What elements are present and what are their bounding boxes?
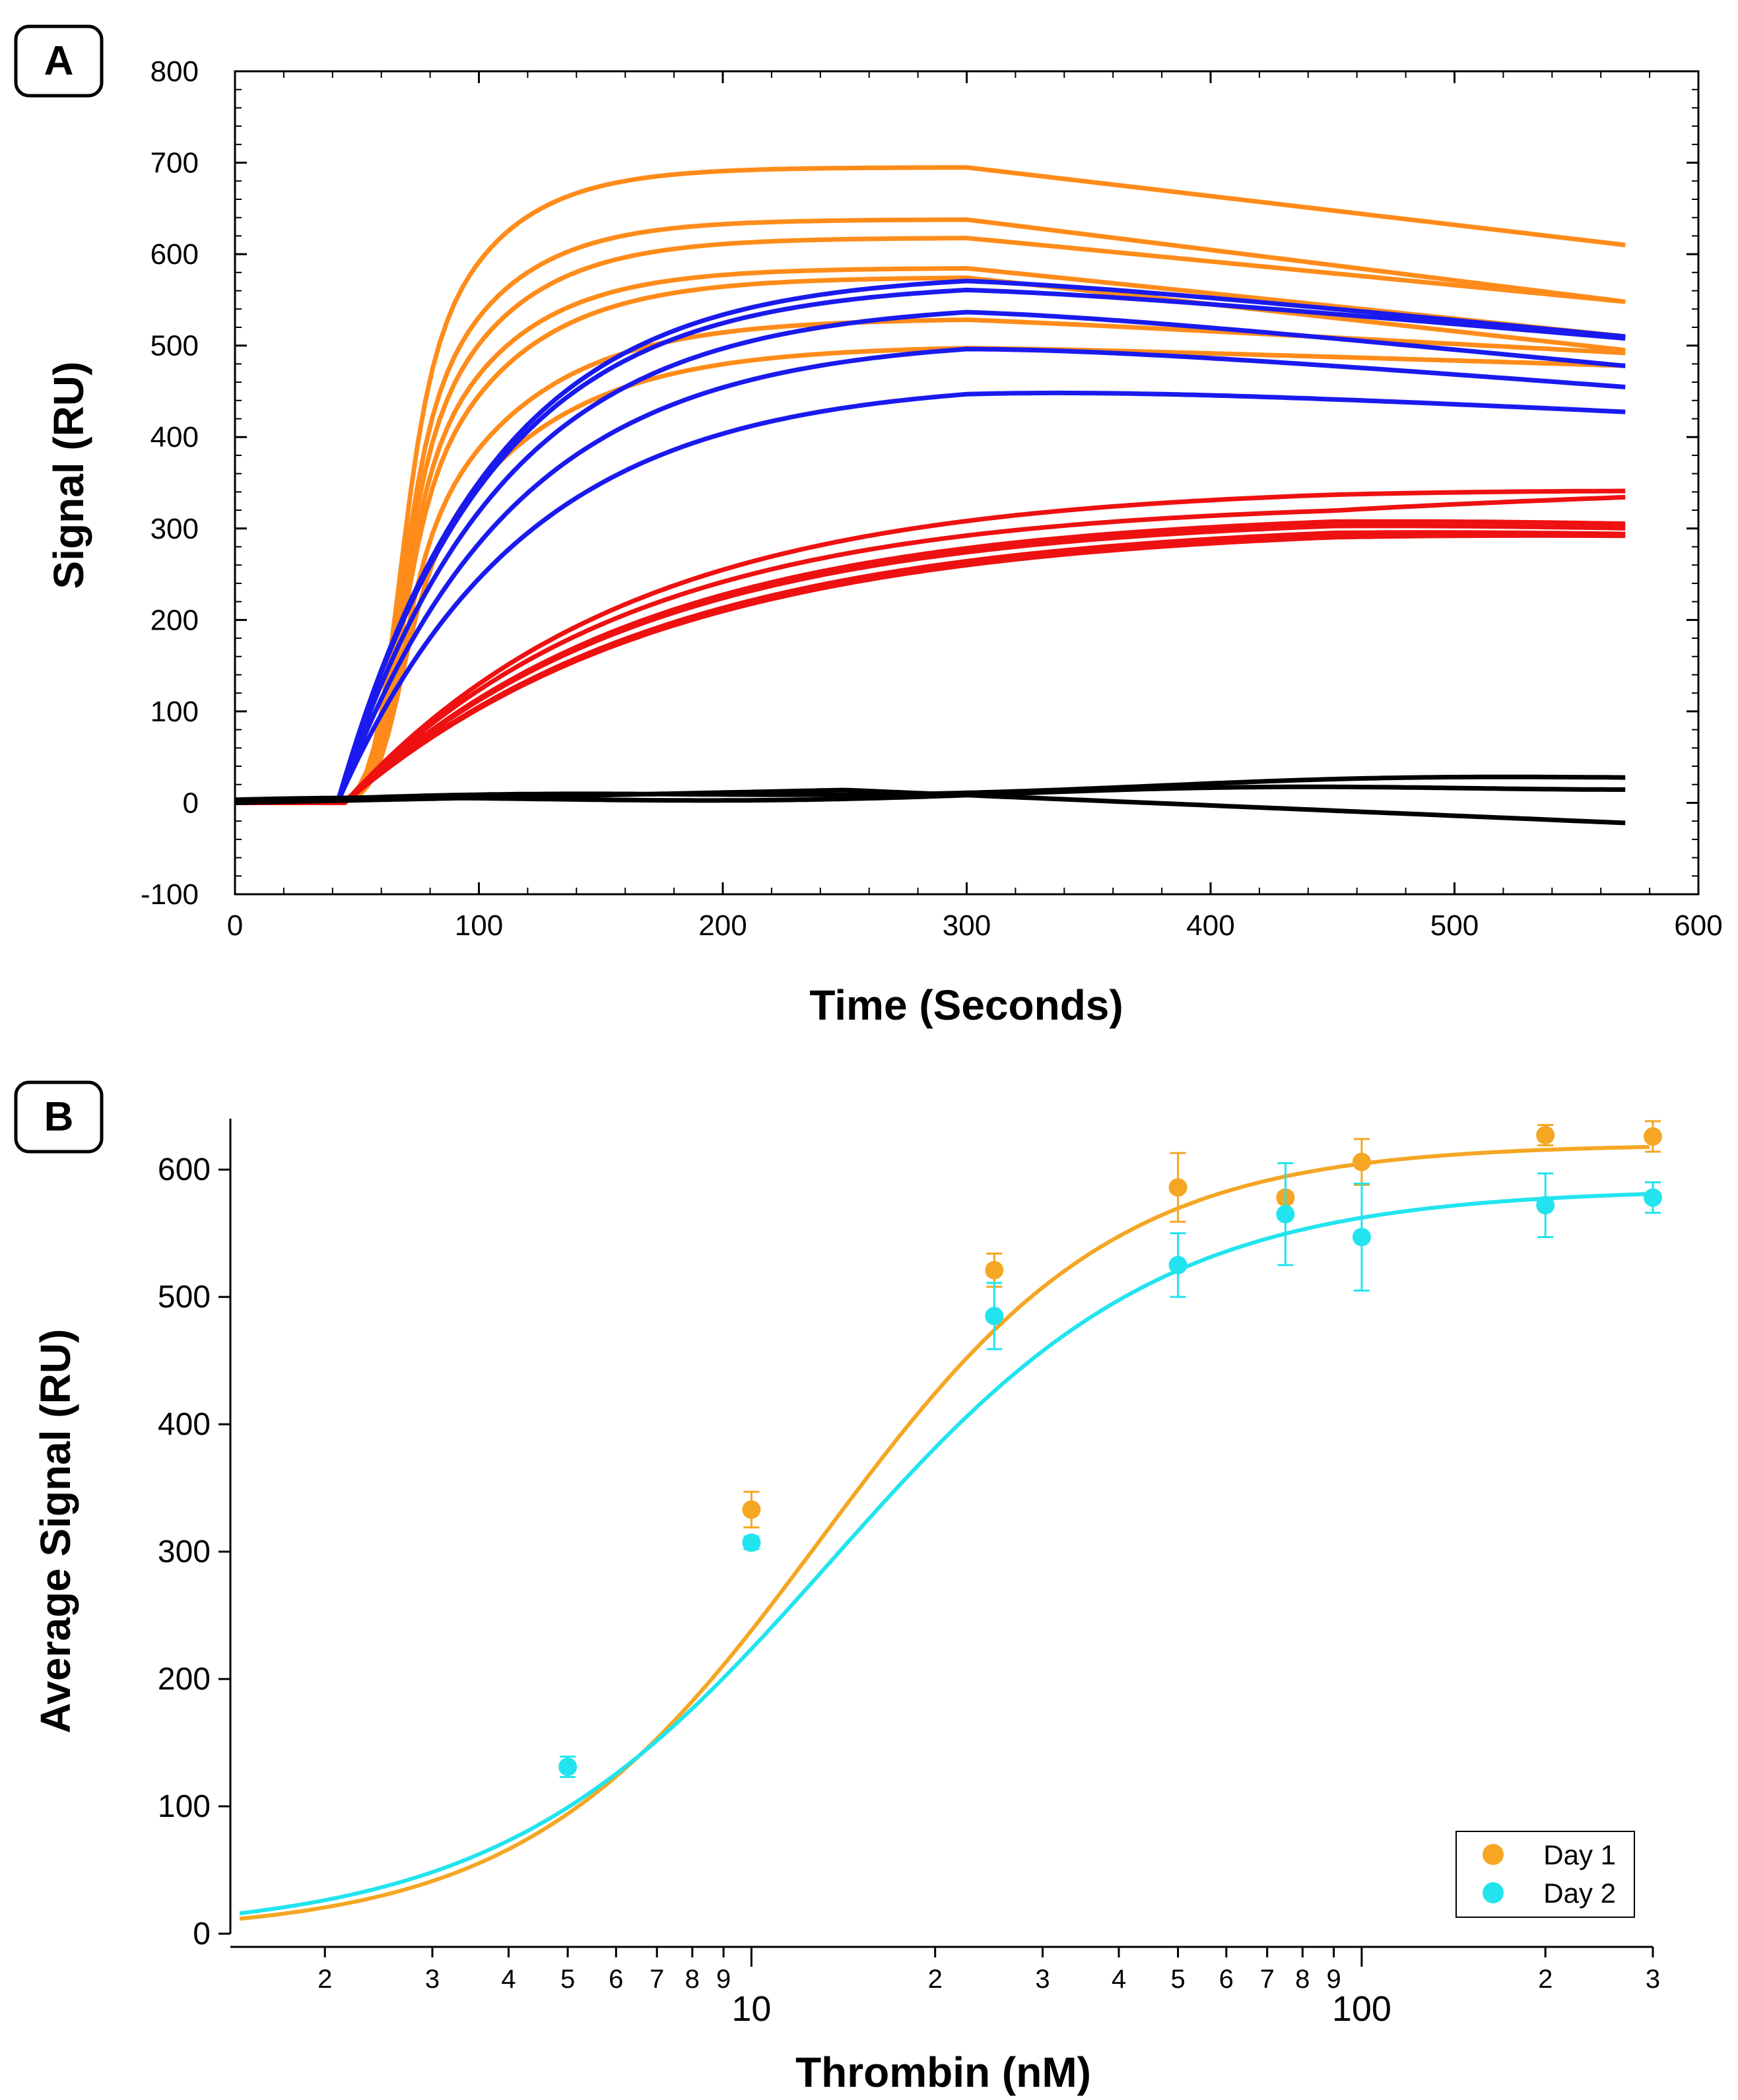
panel-b-series bbox=[239, 1120, 1662, 1921]
day-1-data-point bbox=[742, 1500, 761, 1519]
panel-a-ticks: 0 100 200 300 400 500 600 -100 0 100 200 300 400 500 6… bbox=[141, 55, 1723, 942]
day-2-data-point bbox=[1352, 1228, 1371, 1247]
a-y-tick-label: 500 bbox=[150, 330, 199, 362]
b-y-tick-label: 400 bbox=[158, 1407, 211, 1442]
day-2-data-point bbox=[1536, 1196, 1555, 1215]
day-1-fit-curve bbox=[239, 1144, 1650, 1921]
a-x-tick-label: 0 bbox=[227, 909, 243, 942]
blue-trace-4 bbox=[235, 346, 1626, 805]
b-y-tick-label: 0 bbox=[193, 1917, 211, 1952]
b-x-minor-tick-label: 9 bbox=[716, 1965, 731, 1994]
b-x-minor-tick-label: 9 bbox=[1326, 1965, 1341, 1994]
legend-label-day-1: Day 1 bbox=[1543, 1839, 1616, 1870]
red-trace-1 bbox=[235, 488, 1626, 805]
panel-a-series bbox=[234, 165, 1626, 826]
orange-trace-3 bbox=[235, 236, 1626, 805]
panel-a-x-axis-title: Time (Seconds) bbox=[809, 981, 1123, 1029]
orange-trace-5 bbox=[235, 275, 1626, 805]
day-2-data-point bbox=[1276, 1204, 1295, 1224]
day-2-data-point bbox=[985, 1307, 1004, 1326]
b-x-minor-tick-label: 4 bbox=[1112, 1965, 1126, 1994]
legend-marker-day-2 bbox=[1483, 1882, 1504, 1903]
black-trace-3 bbox=[234, 787, 1626, 826]
a-x-tick-label: 600 bbox=[1674, 909, 1722, 942]
a-y-tick-label: 300 bbox=[150, 513, 199, 545]
b-x-minor-tick-label: 2 bbox=[318, 1965, 332, 1994]
panel-a-y-axis-title: Signal (RU) bbox=[45, 362, 92, 589]
a-y-tick-label: 600 bbox=[150, 238, 199, 271]
panel-a: A 0 100 200 300 400 500 600 -100 0 100 200 300 400 50… bbox=[14, 24, 1723, 1029]
b-y-tick-label: 200 bbox=[158, 1662, 211, 1697]
a-x-tick-label: 400 bbox=[1186, 909, 1234, 942]
day-2-data-point bbox=[1644, 1188, 1662, 1207]
day-2-fit-curve bbox=[239, 1192, 1650, 1916]
b-y-tick-label: 600 bbox=[158, 1152, 211, 1187]
b-x-minor-tick-label: 3 bbox=[1646, 1965, 1660, 1994]
day-2-data-point bbox=[1168, 1255, 1187, 1274]
b-x-minor-tick-label: 7 bbox=[1260, 1965, 1275, 1994]
day-2-data-point bbox=[742, 1533, 761, 1552]
orange-trace-1 bbox=[235, 165, 1626, 805]
legend: Day 1 Day 2 bbox=[1455, 1831, 1635, 1918]
blue-trace-5 bbox=[235, 390, 1626, 805]
red-trace-6 bbox=[235, 533, 1626, 805]
b-x-minor-tick-label: 3 bbox=[425, 1965, 440, 1994]
legend-label-day-2: Day 2 bbox=[1543, 1878, 1616, 1909]
b-y-tick-label: 100 bbox=[158, 1789, 211, 1824]
a-y-tick-label: 100 bbox=[150, 696, 199, 728]
a-y-tick-label: 400 bbox=[150, 421, 199, 453]
orange-trace-6 bbox=[235, 317, 1626, 805]
a-x-tick-label: 300 bbox=[943, 909, 991, 942]
panel-b-y-axis-title: Average Signal (RU) bbox=[32, 1329, 79, 1734]
red-trace-2 bbox=[235, 494, 1626, 805]
b-x-minor-tick-label: 3 bbox=[1035, 1965, 1050, 1994]
blue-trace-3 bbox=[235, 310, 1626, 805]
svg-text:A: A bbox=[44, 38, 74, 84]
b-y-tick-label: 300 bbox=[158, 1534, 211, 1569]
a-x-tick-label: 200 bbox=[698, 909, 747, 942]
panel-b-x-axis-title: Thrombin (nM) bbox=[795, 2049, 1091, 2096]
orange-trace-7 bbox=[235, 346, 1626, 805]
legend-box bbox=[1455, 1831, 1635, 1918]
a-x-tick-label: 500 bbox=[1430, 909, 1479, 942]
b-x-minor-tick-label: 6 bbox=[1219, 1965, 1234, 1994]
red-trace-4 bbox=[235, 523, 1626, 805]
a-y-tick-label: 200 bbox=[150, 604, 199, 636]
b-y-tick-label: 500 bbox=[158, 1280, 211, 1315]
a-x-tick-label: 100 bbox=[455, 909, 503, 942]
blue-trace-1 bbox=[235, 279, 1626, 805]
b-x-minor-tick-label: 2 bbox=[1538, 1965, 1553, 1994]
day-1-data-point bbox=[1352, 1152, 1371, 1171]
a-y-tick-label: 700 bbox=[150, 147, 199, 180]
b-x-minor-tick-label: 5 bbox=[1170, 1965, 1185, 1994]
b-x-major-tick-label: 10 bbox=[731, 1989, 771, 2029]
b-x-minor-tick-label: 4 bbox=[501, 1965, 516, 1994]
a-y-tick-label: 800 bbox=[150, 55, 199, 88]
b-x-minor-tick-label: 5 bbox=[560, 1965, 575, 1994]
svg-text:B: B bbox=[44, 1094, 74, 1140]
legend-marker-day-1 bbox=[1483, 1844, 1504, 1865]
a-y-tick-label: 0 bbox=[183, 787, 199, 819]
day-1-data-point bbox=[1644, 1127, 1662, 1146]
b-x-minor-tick-label: 7 bbox=[650, 1965, 664, 1994]
panel-b-label: B bbox=[14, 1080, 104, 1154]
panel-a-label: A bbox=[14, 24, 104, 98]
red-trace-5 bbox=[235, 530, 1626, 805]
b-x-minor-tick-label: 6 bbox=[609, 1965, 623, 1994]
orange-trace-2 bbox=[235, 217, 1626, 805]
day-1-data-point bbox=[1168, 1178, 1187, 1197]
b-x-minor-tick-label: 2 bbox=[928, 1965, 943, 1994]
a-y-tick-label: -100 bbox=[141, 878, 199, 911]
day-2-data-point bbox=[558, 1757, 578, 1777]
b-x-major-tick-label: 100 bbox=[1332, 1989, 1391, 2029]
b-x-minor-tick-label: 8 bbox=[1295, 1965, 1310, 1994]
day-1-data-point bbox=[985, 1261, 1004, 1280]
blue-trace-2 bbox=[235, 287, 1626, 805]
b-x-minor-tick-label: 8 bbox=[685, 1965, 700, 1994]
day-1-data-point bbox=[1536, 1126, 1555, 1145]
